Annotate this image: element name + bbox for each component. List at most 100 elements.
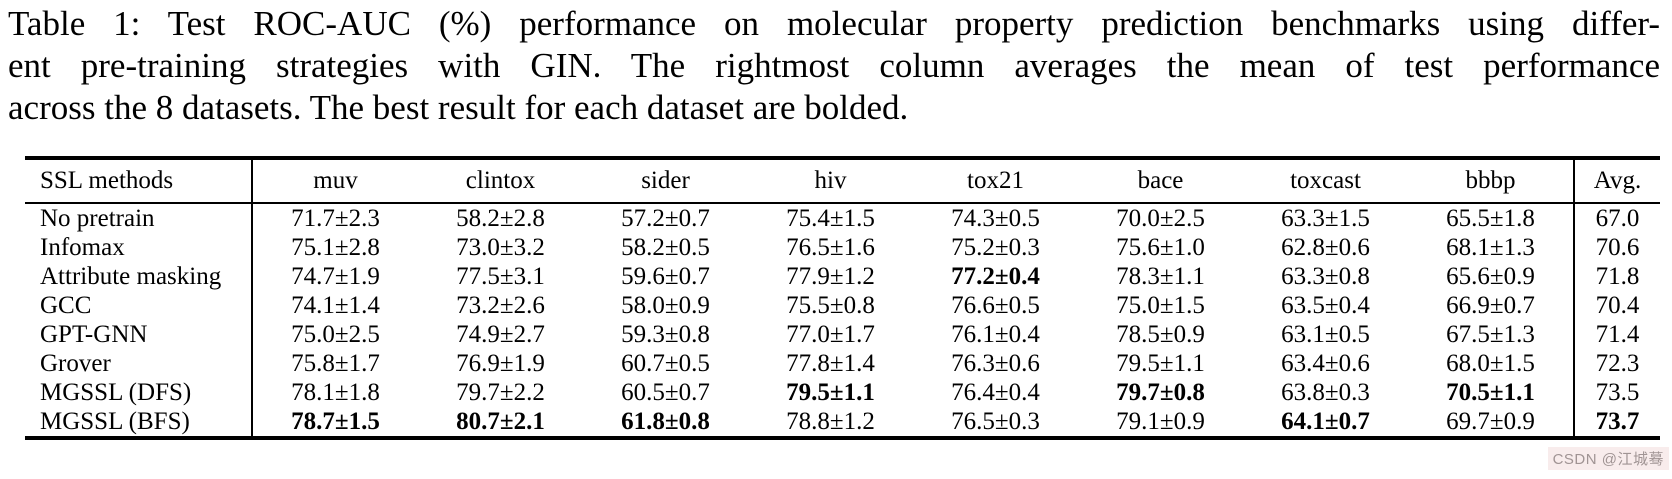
table-row: GCC 74.1±1.4 73.2±2.6 58.0±0.9 75.5±0.8 76.6±… (25, 291, 1660, 320)
table-body: No pretrain 71.7±2.3 58.2±2.8 57.2±0.7 75.4±… (25, 204, 1660, 436)
method-cell: MGSSL (DFS) (25, 378, 253, 407)
value-cell: 59.3±0.8 (621, 320, 710, 348)
value-cell: 65.5±1.8 (1446, 204, 1535, 232)
value-cell: 63.4±0.6 (1281, 349, 1370, 377)
value-cell: 60.7±0.5 (621, 349, 710, 377)
avg-cell: 71.8 (1573, 262, 1660, 291)
value-cell: 62.8±0.6 (1281, 233, 1370, 261)
value-cell: 76.3±0.6 (951, 349, 1040, 377)
value-cell: 75.8±1.7 (291, 349, 380, 377)
value-cell: 75.2±0.3 (951, 233, 1040, 261)
value-cell: 77.5±3.1 (456, 262, 545, 290)
value-cell: 69.7±0.9 (1446, 407, 1535, 435)
table-row: Infomax 75.1±2.8 73.0±3.2 58.2±0.5 76.5±1.6 7… (25, 233, 1660, 262)
header-dataset-bace: bace (1137, 167, 1184, 194)
header-ssl-methods: SSL methods (25, 160, 253, 202)
value-cell: 78.8±1.2 (786, 407, 875, 435)
value-cell: 75.0±1.5 (1116, 291, 1205, 319)
value-cell: 75.1±2.8 (291, 233, 380, 261)
value-cell: 77.0±1.7 (786, 320, 875, 348)
value-cell: 76.1±0.4 (951, 320, 1040, 348)
value-cell: 79.7±2.2 (456, 378, 545, 406)
value-cell: 75.0±2.5 (291, 320, 380, 348)
value-cell: 58.2±2.8 (456, 204, 545, 232)
value-cell: 76.5±1.6 (786, 233, 875, 261)
value-cell: 63.3±0.8 (1281, 262, 1370, 290)
value-cell: 67.5±1.3 (1446, 320, 1535, 348)
value-cell: 64.1±0.7 (1281, 407, 1370, 435)
table-header-row: SSL methods muv clintox sider hiv tox21 … (25, 160, 1660, 204)
value-cell: 76.5±0.3 (951, 407, 1040, 435)
value-cell: 78.1±1.8 (291, 378, 380, 406)
value-cell: 76.6±0.5 (951, 291, 1040, 319)
header-dataset-hiv: hiv (814, 167, 847, 194)
header-dataset-muv: muv (313, 167, 358, 194)
value-cell: 63.3±1.5 (1281, 204, 1370, 232)
value-cell: 73.0±3.2 (456, 233, 545, 261)
value-cell: 78.7±1.5 (291, 407, 380, 435)
value-cell: 74.7±1.9 (291, 262, 380, 290)
avg-cell: 71.4 (1573, 320, 1660, 349)
avg-cell: 67.0 (1573, 204, 1660, 233)
table-row: GPT-GNN 75.0±2.5 74.9±2.7 59.3±0.8 77.0±1.7 7… (25, 320, 1660, 349)
avg-cell: 73.7 (1573, 407, 1660, 436)
table-row: MGSSL (DFS) 78.1±1.8 79.7±2.2 60.5±0.7 79.5±… (25, 378, 1660, 407)
caption-line-3: across the 8 datasets. The best result f… (8, 88, 909, 127)
value-cell: 78.3±1.1 (1116, 262, 1205, 290)
value-cell: 66.9±0.7 (1446, 291, 1535, 319)
watermark: CSDN @江城蓦 (1547, 447, 1669, 470)
value-cell: 70.5±1.1 (1446, 378, 1535, 406)
value-cell: 60.5±0.7 (621, 378, 710, 406)
value-cell: 76.9±1.9 (456, 349, 545, 377)
value-cell: 79.7±0.8 (1116, 378, 1205, 406)
results-table: SSL methods muv clintox sider hiv tox21 … (25, 156, 1660, 440)
value-cell: 63.1±0.5 (1281, 320, 1370, 348)
value-cell: 68.0±1.5 (1446, 349, 1535, 377)
value-cell: 68.1±1.3 (1446, 233, 1535, 261)
avg-cell: 72.3 (1573, 349, 1660, 378)
table-row: Grover 75.8±1.7 76.9±1.9 60.7±0.5 77.8±1.4 76… (25, 349, 1660, 378)
header-dataset-bbbp: bbbp (1465, 167, 1516, 194)
value-cell: 57.2±0.7 (621, 204, 710, 232)
method-cell: MGSSL (BFS) (25, 407, 253, 436)
method-cell: GPT-GNN (25, 320, 253, 349)
value-cell: 65.6±0.9 (1446, 262, 1535, 290)
method-cell: Grover (25, 349, 253, 378)
header-avg: Avg. (1573, 160, 1660, 202)
value-cell: 74.9±2.7 (456, 320, 545, 348)
table-row: MGSSL (BFS) 78.7±1.5 80.7±2.1 61.8±0.8 78.8±… (25, 407, 1660, 436)
table-row: No pretrain 71.7±2.3 58.2±2.8 57.2±0.7 75.4±… (25, 204, 1660, 233)
avg-cell: 73.5 (1573, 378, 1660, 407)
avg-cell: 70.4 (1573, 291, 1660, 320)
value-cell: 75.6±1.0 (1116, 233, 1205, 261)
value-cell: 63.5±0.4 (1281, 291, 1370, 319)
value-cell: 63.8±0.3 (1281, 378, 1370, 406)
table-row: Attribute masking 74.7±1.9 77.5±3.1 59.6±0.… (25, 262, 1660, 291)
value-cell: 74.3±0.5 (951, 204, 1040, 232)
table-caption: Table 1: Test ROC-AUC (%) performance on… (8, 3, 1660, 129)
avg-cell: 70.6 (1573, 233, 1660, 262)
header-dataset-sider: sider (641, 167, 690, 194)
value-cell: 58.2±0.5 (621, 233, 710, 261)
value-cell: 70.0±2.5 (1116, 204, 1205, 232)
value-cell: 78.5±0.9 (1116, 320, 1205, 348)
header-dataset-tox21: tox21 (967, 167, 1024, 194)
value-cell: 58.0±0.9 (621, 291, 710, 319)
value-cell: 73.2±2.6 (456, 291, 545, 319)
method-cell: Infomax (25, 233, 253, 262)
value-cell: 77.9±1.2 (786, 262, 875, 290)
value-cell: 76.4±0.4 (951, 378, 1040, 406)
value-cell: 75.4±1.5 (786, 204, 875, 232)
value-cell: 61.8±0.8 (621, 407, 710, 435)
value-cell: 79.5±1.1 (786, 378, 875, 406)
caption-line-1: Table 1: Test ROC-AUC (%) performance on… (8, 4, 1660, 43)
caption-line-2: ent pre-training strategies with GIN. Th… (8, 46, 1660, 85)
value-cell: 74.1±1.4 (291, 291, 380, 319)
header-dataset-clintox: clintox (465, 167, 536, 194)
value-cell: 77.8±1.4 (786, 349, 875, 377)
value-cell: 80.7±2.1 (456, 407, 545, 435)
value-cell: 79.1±0.9 (1116, 407, 1205, 435)
value-cell: 79.5±1.1 (1116, 349, 1205, 377)
header-dataset-toxcast: toxcast (1290, 167, 1361, 194)
